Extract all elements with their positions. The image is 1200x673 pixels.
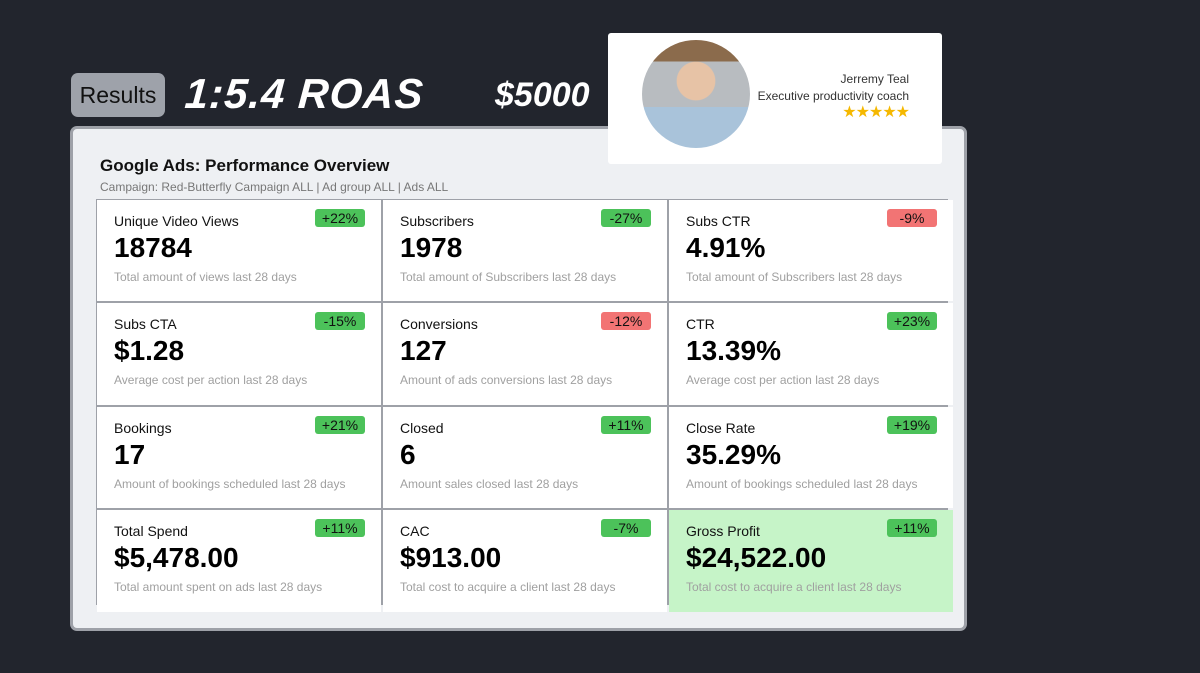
spend-headline: $5000 <box>495 76 590 114</box>
roas-headline: 1:5.4 ROAS <box>183 70 426 117</box>
metric-value: 127 <box>400 335 447 366</box>
metric-label: Closed <box>400 420 444 436</box>
metric-value: 13.39% <box>686 335 781 366</box>
metric-value: $913.00 <box>400 542 502 573</box>
metric-card: Conversions -12% 127 Amount of ads conve… <box>383 303 667 405</box>
metric-description: Total amount of Subscribers last 28 days <box>400 270 617 284</box>
results-button[interactable]: Results <box>71 73 165 117</box>
metric-label: Total Spend <box>114 523 188 539</box>
change-badge: -27% <box>601 209 651 227</box>
metric-description: Amount of ads conversions last 28 days <box>400 373 613 387</box>
metric-value: 17 <box>114 439 146 470</box>
metric-description: Average cost per action last 28 days <box>686 373 880 387</box>
change-badge: +11% <box>601 416 651 434</box>
testimonial-card: Jerremy Teal Executive productivity coac… <box>608 33 942 164</box>
metric-value: 4.91% <box>686 232 766 263</box>
metric-label: CAC <box>400 523 430 539</box>
metric-description: Total amount spent on ads last 28 days <box>114 580 323 594</box>
metric-card: CTR +23% 13.39% Average cost per action … <box>669 303 953 405</box>
change-badge: +11% <box>887 519 937 537</box>
change-badge: -9% <box>887 209 937 227</box>
metric-card: Bookings +21% 17 Amount of bookings sche… <box>97 407 381 508</box>
change-badge: -7% <box>601 519 651 537</box>
star-rating-icon: ★★★★★ <box>842 104 910 121</box>
metric-card: Unique Video Views +22% 18784 Total amou… <box>97 200 381 301</box>
metric-description: Average cost per action last 28 days <box>114 373 308 387</box>
metric-value: 35.29% <box>686 439 781 470</box>
metric-card: Gross Profit +11% $24,522.00 Total cost … <box>669 510 953 612</box>
metric-card: Close Rate +19% 35.29% Amount of booking… <box>669 407 953 508</box>
metric-card: Subs CTR -9% 4.91% Total amount of Subsc… <box>669 200 953 301</box>
metric-label: Bookings <box>114 420 172 436</box>
metric-label: CTR <box>686 316 715 332</box>
metric-description: Amount of bookings scheduled last 28 day… <box>686 477 918 491</box>
metric-description: Total amount of views last 28 days <box>114 270 297 284</box>
metric-value: $5,478.00 <box>114 542 239 573</box>
page-title: Google Ads: Performance Overview <box>100 156 390 175</box>
metric-value: $24,522.00 <box>686 542 827 573</box>
change-badge: +22% <box>315 209 365 227</box>
profile-role: Executive productivity coach <box>757 89 909 103</box>
metric-label: Conversions <box>400 316 478 332</box>
metrics-grid: Unique Video Views +22% 18784 Total amou… <box>96 199 953 612</box>
change-badge: +21% <box>315 416 365 434</box>
metric-label: Gross Profit <box>686 523 760 539</box>
metric-card: Subs CTA -15% $1.28 Average cost per act… <box>97 303 381 405</box>
metric-description: Amount sales closed last 28 days <box>400 477 579 491</box>
metric-card: Closed +11% 6 Amount sales closed last 2… <box>383 407 667 508</box>
change-badge: -15% <box>315 312 365 330</box>
metric-card: Total Spend +11% $5,478.00 Total amount … <box>97 510 381 612</box>
metric-description: Total cost to acquire a client last 28 d… <box>686 580 902 594</box>
metric-value: 18784 <box>114 232 192 263</box>
avatar <box>642 40 750 148</box>
change-badge: +23% <box>887 312 937 330</box>
metric-label: Unique Video Views <box>114 213 239 229</box>
metric-label: Close Rate <box>686 420 756 436</box>
metric-description: Total amount of Subscribers last 28 days <box>686 270 903 284</box>
metric-description: Total cost to acquire a client last 28 d… <box>400 580 616 594</box>
metric-description: Amount of bookings scheduled last 28 day… <box>114 477 346 491</box>
metric-card: Subscribers -27% 1978 Total amount of Su… <box>383 200 667 301</box>
metric-value: 1978 <box>400 232 463 263</box>
metric-label: Subscribers <box>400 213 474 229</box>
profile-name: Jerremy Teal <box>840 72 909 86</box>
metric-label: Subs CTR <box>686 213 751 229</box>
change-badge: +11% <box>315 519 365 537</box>
metric-card: CAC -7% $913.00 Total cost to acquire a … <box>383 510 667 612</box>
metric-value: 6 <box>400 439 416 470</box>
change-badge: -12% <box>601 312 651 330</box>
change-badge: +19% <box>887 416 937 434</box>
metric-value: $1.28 <box>114 335 185 366</box>
campaign-filter-text: Campaign: Red-Butterfly Campaign ALL | A… <box>100 180 449 194</box>
metric-label: Subs CTA <box>114 316 177 332</box>
